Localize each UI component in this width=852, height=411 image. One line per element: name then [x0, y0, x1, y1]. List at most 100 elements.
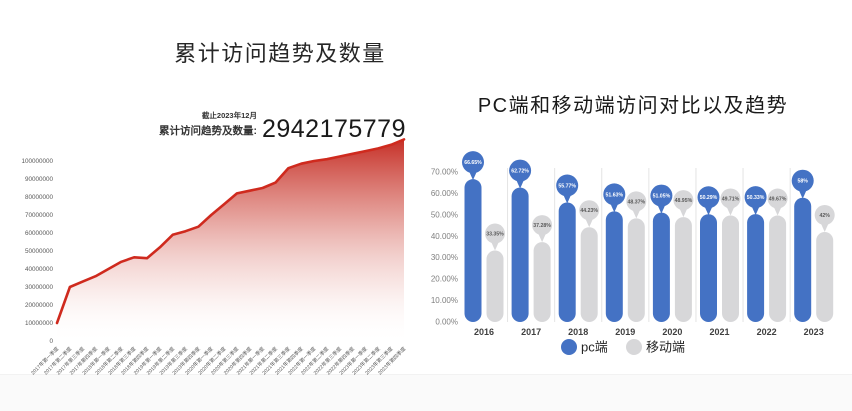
stat-asof-label: 截止2023年12月: [201, 111, 257, 120]
pc-bar: [747, 214, 765, 322]
bar-y-tick: 0.00%: [435, 318, 458, 327]
area-fill: [57, 139, 404, 341]
mobile-bar: [816, 231, 834, 322]
balloon-tail: [516, 179, 525, 189]
balloon-tail: [726, 206, 735, 216]
pc-balloon: [462, 151, 484, 174]
balloon-tail: [563, 194, 572, 204]
balloon-tail: [773, 206, 782, 216]
balloon-value-label: 51.63%: [605, 192, 623, 198]
mobile-balloon: [579, 200, 600, 221]
pc-balloon: [603, 183, 626, 206]
pc-bar: [700, 214, 717, 322]
mobile-bar: [486, 250, 504, 322]
stat-total-value: 2942175779: [261, 115, 406, 143]
mobile-balloon: [767, 188, 788, 209]
background-strip: [0, 374, 852, 411]
area-y-tick: 60000000: [25, 230, 54, 237]
bar-y-tick: 10.00%: [431, 296, 458, 305]
mobile-balloon: [532, 215, 553, 236]
balloon-tail: [632, 209, 641, 219]
mobile-bar: [722, 215, 739, 322]
legend-pc-label: pc端: [581, 340, 608, 355]
balloon-tail: [798, 189, 807, 199]
balloon-value-label: 50.33%: [747, 195, 765, 201]
pc-bar: [464, 179, 482, 322]
balloon-tail: [610, 203, 619, 213]
pc-balloon: [650, 184, 673, 207]
bar-y-tick: 30.00%: [431, 253, 458, 262]
balloon-value-label: 42%: [820, 213, 831, 219]
pc-balloon: [791, 169, 814, 192]
mobile-balloon: [673, 190, 694, 211]
pc-balloon: [509, 159, 532, 182]
area-line: [55, 138, 406, 325]
mobile-bar: [580, 227, 598, 322]
mobile-balloon: [626, 191, 647, 212]
legend-pc-marker: [561, 339, 577, 355]
area-y-tick: 100000000: [21, 158, 53, 165]
bar-y-tick: 20.00%: [431, 275, 458, 284]
balloon-tail: [469, 171, 477, 181]
balloon-tail: [538, 233, 547, 243]
pc-balloon: [556, 174, 579, 197]
bar-year-label: 2021: [709, 327, 729, 337]
balloon-tail: [704, 206, 713, 216]
balloon-value-label: 44.23%: [580, 208, 598, 214]
balloon-tail: [585, 218, 594, 228]
pc-balloon: [697, 186, 720, 209]
area-y-tick: 10000000: [25, 320, 54, 327]
bar-year-label: 2020: [662, 327, 682, 337]
bar-y-tick: 70.00%: [431, 167, 458, 176]
balloon-value-label: 48.95%: [675, 198, 693, 204]
balloon-value-label: 51.05%: [653, 194, 671, 200]
balloon-value-label: 58%: [798, 179, 809, 185]
bar-y-tick: 50.00%: [431, 210, 458, 219]
bar-year-label: 2016: [474, 327, 494, 337]
mobile-bar: [769, 215, 787, 322]
balloon-tail: [679, 208, 688, 218]
mobile-balloon: [720, 188, 741, 209]
balloon-value-label: 55.77%: [558, 183, 576, 189]
bar-year-label: 2023: [804, 327, 824, 337]
pc-bar: [652, 212, 670, 322]
balloon-value-label: 37.28%: [533, 223, 551, 229]
mobile-balloon: [814, 204, 835, 225]
area-y-tick: 0: [49, 338, 53, 345]
balloon-value-label: 62.72%: [511, 169, 529, 175]
balloon-value-label: 48.37%: [627, 199, 645, 205]
area-y-tick: 90000000: [25, 176, 54, 183]
balloon-tail: [751, 206, 760, 216]
area-y-tick: 30000000: [25, 284, 54, 291]
balloon-tail: [657, 204, 666, 214]
pc-bar: [794, 197, 812, 322]
area-y-tick: 20000000: [25, 302, 54, 309]
balloon-value-label: 33.35%: [486, 232, 504, 238]
bar-year-label: 2022: [757, 327, 777, 337]
bar-year-label: 2019: [615, 327, 635, 337]
right-chart-title: PC端和移动端访问对比以及趋势: [477, 95, 789, 117]
left-chart-title: 累计访问趋势及数量: [174, 41, 386, 66]
bar-year-label: 2018: [568, 327, 588, 337]
balloon-value-label: 49.67%: [769, 197, 787, 203]
balloon-tail: [820, 222, 829, 232]
pc-mobile-bar-chart: 0.00% 10.00% 20.00% 30.00% 40.00% 50.00% 60.00…: [431, 151, 835, 355]
bar-y-tick: 40.00%: [431, 232, 458, 241]
mobile-balloon: [485, 223, 505, 244]
balloon-value-label: 50.29%: [700, 195, 718, 201]
bar-year-label: 2017: [521, 327, 541, 337]
mobile-bar: [533, 242, 551, 322]
balloon-value-label: 66.65%: [464, 160, 482, 166]
area-y-tick: 40000000: [25, 266, 54, 273]
stat-metric-label: 累计访问趋势及数量:: [158, 125, 257, 137]
legend-mobile-label: 移动端: [646, 340, 685, 355]
legend-mobile-marker: [626, 339, 642, 355]
pc-bar: [511, 187, 529, 322]
area-y-tick: 50000000: [25, 248, 54, 255]
cumulative-total-stat: 截止2023年12月 累计访问趋势及数量: 2942175779: [140, 110, 406, 143]
balloon-value-label: 49.71%: [722, 196, 740, 202]
pc-balloon: [744, 186, 767, 209]
mobile-bar: [627, 218, 645, 322]
cumulative-area-chart: 0 10000000 20000000 30000000 40000000 5000000…: [21, 138, 407, 376]
